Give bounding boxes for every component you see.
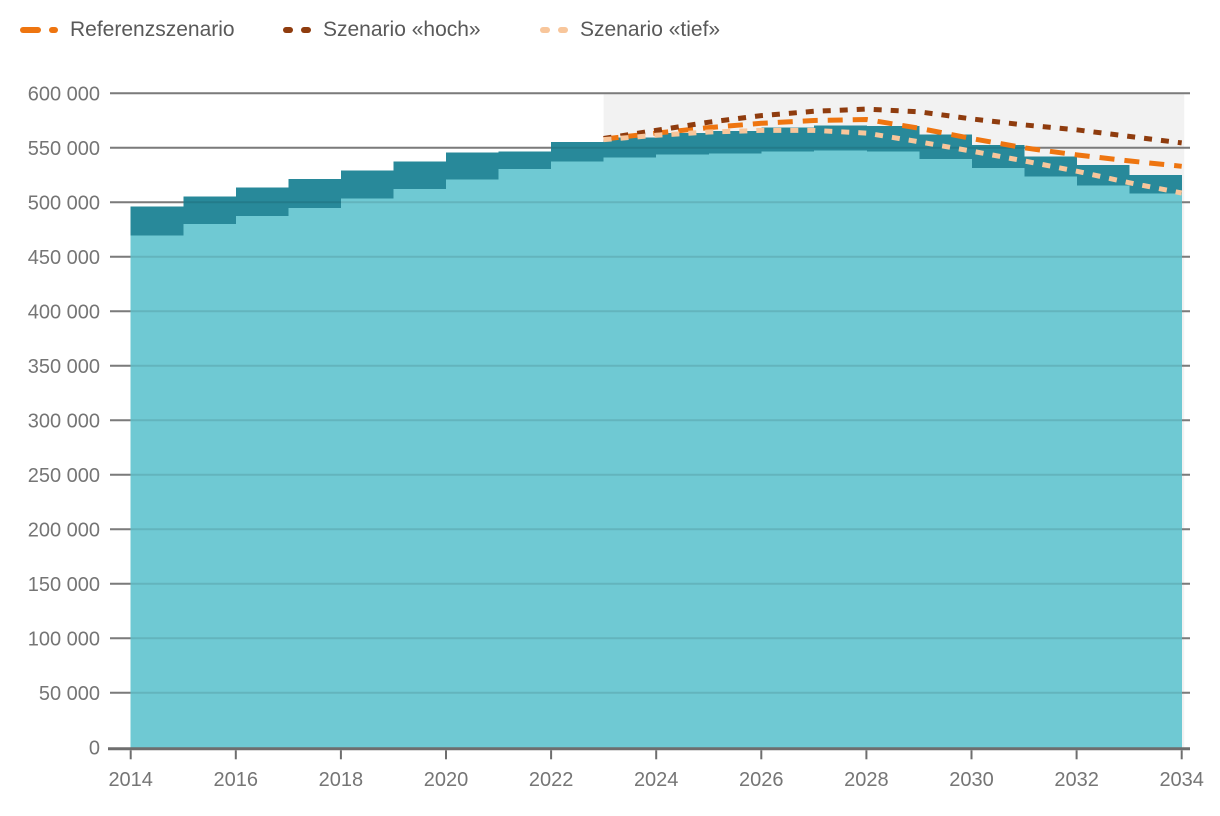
x-tick-label-2032: 2032 <box>1054 769 1099 791</box>
y-axis-labels: 0 50 000 100 000 150 000 200 000 250 000 300 0… <box>28 83 100 759</box>
gridlines-overlay <box>110 92 1190 694</box>
area-step-bestand-basis-hell-2015 <box>183 224 237 748</box>
legend-dash-icon <box>283 27 311 33</box>
scenario-line-szenario-hoch-[interactable] <box>603 106 1183 146</box>
area-step-bestand-basis-hell-2025 <box>708 153 762 748</box>
legend-dash-icon <box>20 27 58 33</box>
y-tick-label-450000: 450 000 <box>28 247 100 269</box>
area-step-bestand-basis-hell-2027 <box>813 150 867 748</box>
y-tick-label-50000: 50 000 <box>39 683 100 705</box>
x-tick-label-2022: 2022 <box>529 769 574 791</box>
x-tick-label-2034: 2034 <box>1159 769 1204 791</box>
legend-dash-segment <box>540 27 550 33</box>
area-step-bestand-basis-hell-2016 <box>235 215 289 748</box>
legend-item-szenario-hoch[interactable]: Szenario «hoch» <box>283 14 481 46</box>
legend-dash-segment <box>558 27 568 33</box>
x-tick-label-2028: 2028 <box>844 769 889 791</box>
x-tick-label-2026: 2026 <box>739 769 784 791</box>
y-tick-label-150000: 150 000 <box>28 574 100 596</box>
y-tick-label-300000: 300 000 <box>28 410 100 432</box>
legend-item-label: Referenzszenario <box>70 18 235 41</box>
scenario-line-referenzszenario[interactable] <box>603 117 1182 169</box>
chart-legend: Referenzszenario Szenario «hoch» Szenario … <box>0 14 1220 46</box>
legend-item-szenario-tief[interactable]: Szenario «tief» <box>540 14 720 46</box>
x-tick-label-2030: 2030 <box>949 769 994 791</box>
scenario-line-szenario-tief-[interactable] <box>603 127 1183 196</box>
y-tick-label-0: 0 <box>89 737 100 759</box>
legend-dash-segment <box>49 27 58 33</box>
legend-item-label: Szenario «tief» <box>580 18 721 41</box>
area-step-bestand-basis-hell-2024 <box>656 154 710 748</box>
legend-dash-segment <box>20 27 41 33</box>
area-step-bestand-basis-hell-2028 <box>866 151 920 748</box>
area-step-bestand-basis-hell-2022 <box>551 161 605 748</box>
y-tick-label-600000: 600 000 <box>28 83 100 105</box>
y-tick-label-500000: 500 000 <box>28 192 100 214</box>
x-tick-label-2020: 2020 <box>424 769 469 791</box>
area-step-bestand-basis-hell-2029 <box>918 159 972 748</box>
y-tick-label-200000: 200 000 <box>28 519 100 541</box>
x-tick-label-2024: 2024 <box>634 769 679 791</box>
area-step-bestand-basis-hell-2031 <box>1024 176 1078 748</box>
area-step-bestand-basis-hell-2018 <box>340 198 394 748</box>
area-step-bestand-basis-hell-2023 <box>603 157 657 748</box>
x-axis <box>108 747 1190 760</box>
area-step-bestand-basis-hell-2032 <box>1076 185 1130 748</box>
legend-dash-icon <box>540 27 568 33</box>
area-step-bestand-basis-hell-2014 <box>130 235 184 748</box>
legend-dash-segment <box>301 27 311 33</box>
y-tick-label-100000: 100 000 <box>28 628 100 650</box>
x-tick-label-2014: 2014 <box>108 769 153 791</box>
area-step-bestand-basis-hell-2019 <box>393 189 447 748</box>
area-series-bestand-basis-hell[interactable] <box>130 150 1183 748</box>
area-step-bestand-basis-hell-2033 <box>1129 193 1183 748</box>
legend-item-label: Szenario «hoch» <box>323 18 481 41</box>
legend-item-referenzszenario[interactable]: Referenzszenario <box>20 14 235 46</box>
y-tick-label-350000: 350 000 <box>28 356 100 378</box>
area-step-bestand-basis-hell-2026 <box>761 151 815 748</box>
area-step-bestand-basis-hell-2020 <box>446 179 500 748</box>
y-tick-label-400000: 400 000 <box>28 301 100 323</box>
area-step-bestand-basis-hell-2030 <box>971 167 1025 748</box>
y-tick-label-250000: 250 000 <box>28 465 100 487</box>
y-tick-label-550000: 550 000 <box>28 138 100 160</box>
area-step-bestand-basis-hell-2021 <box>498 169 552 748</box>
area-step-bestand-basis-hell-2017 <box>288 207 342 748</box>
legend-dash-segment <box>283 27 293 33</box>
x-axis-labels: 2014 2016 2018 2020 2022 2024 2026 2028 2030 2032… <box>108 769 1204 791</box>
x-tick-label-2016: 2016 <box>214 769 259 791</box>
x-tick-label-2018: 2018 <box>319 769 364 791</box>
